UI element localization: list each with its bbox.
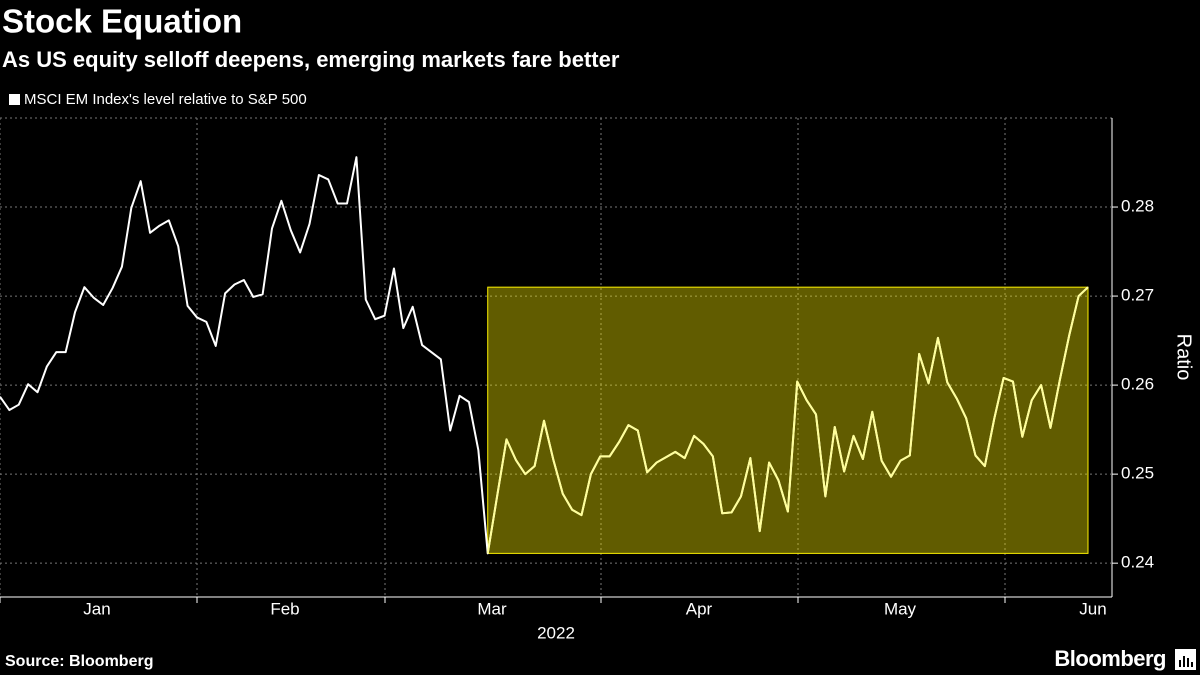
x-axis-year: 2022 xyxy=(537,623,575,642)
chart-subtitle: As US equity selloff deepens, emerging m… xyxy=(2,47,620,72)
x-tick-label: May xyxy=(884,599,917,618)
y-axis-title: Ratio xyxy=(1173,334,1195,381)
legend-swatch xyxy=(9,94,20,105)
icon-bar xyxy=(1191,662,1193,667)
y-tick-label: 0.24 xyxy=(1121,553,1154,572)
data-line-highlight xyxy=(486,286,1089,554)
y-tick-label: 0.25 xyxy=(1121,464,1154,483)
x-tick-label: Jun xyxy=(1079,599,1106,618)
x-tick-label: Jan xyxy=(83,599,110,618)
brand-icon-bars xyxy=(1179,656,1193,667)
chart-title: Stock Equation xyxy=(2,3,242,40)
source: Source: Bloomberg xyxy=(5,653,153,670)
brand: Bloomberg xyxy=(1054,646,1166,671)
icon-bar xyxy=(1179,660,1181,667)
y-tick-label: 0.27 xyxy=(1121,286,1154,305)
icon-bar xyxy=(1183,656,1185,667)
x-tick-label: Mar xyxy=(477,599,507,618)
icon-bar xyxy=(1187,658,1189,667)
y-tick-label: 0.28 xyxy=(1121,197,1154,216)
x-tick-label: Apr xyxy=(686,599,713,618)
legend-label: MSCI EM Index's level relative to S&P 50… xyxy=(24,91,307,108)
y-tick-label: 0.26 xyxy=(1121,375,1154,394)
x-tick-label: Feb xyxy=(270,599,299,618)
